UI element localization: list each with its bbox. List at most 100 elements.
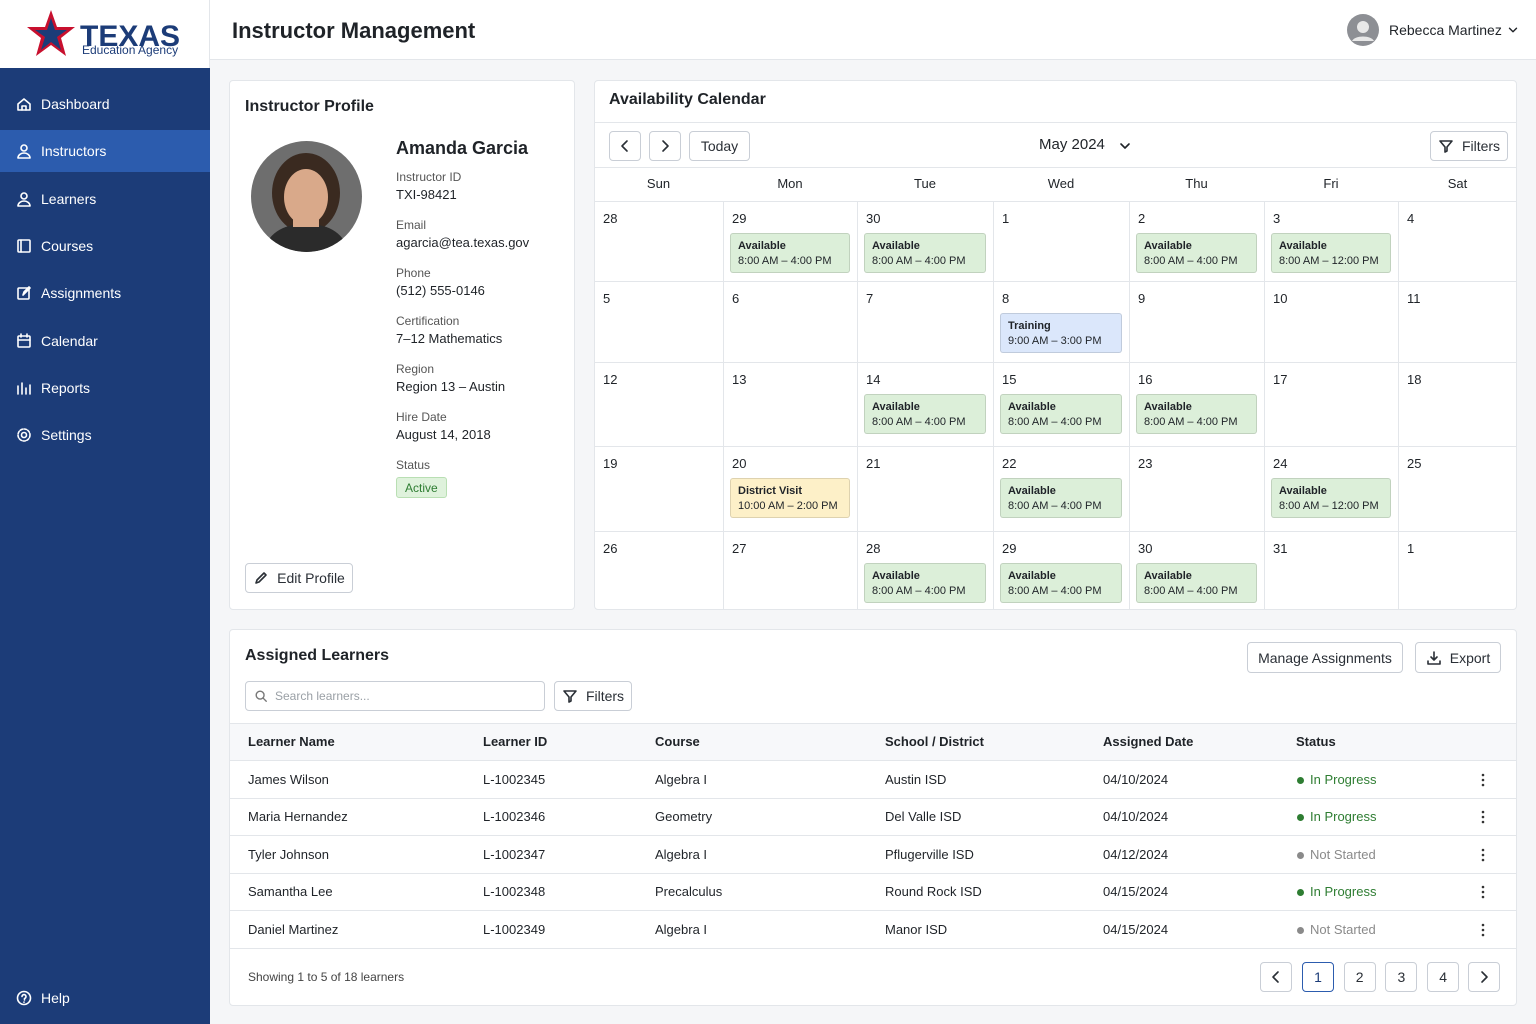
- icon-part: [1481, 778, 1485, 782]
- event-time: 8:00 AM – 4:00 PM: [1144, 585, 1238, 597]
- icon: [253, 570, 269, 586]
- next-page[interactable]: [1468, 962, 1500, 992]
- nav-item[interactable]: Courses: [41, 237, 94, 254]
- icon: [16, 238, 32, 254]
- row-menu[interactable]: [1475, 847, 1491, 868]
- nav-help[interactable]: Help: [41, 990, 70, 1006]
- icon-part: [1481, 848, 1485, 852]
- row-menu[interactable]: [1475, 809, 1491, 830]
- grid-line: [723, 201, 724, 610]
- cell: Maria Hernandez: [248, 809, 348, 825]
- day-number: 10: [1273, 291, 1288, 306]
- icon-part: [17, 428, 31, 442]
- learner-filters-label: Filters: [585, 688, 625, 704]
- event[interactable]: Training 9:00 AM – 3:00 PM: [1000, 313, 1122, 353]
- cell: 04/10/2024: [1103, 809, 1169, 825]
- icon-part: [1481, 811, 1485, 814]
- logo-sub: Education Agency: [82, 43, 179, 57]
- event-time: 8:00 AM – 4:00 PM: [872, 585, 966, 597]
- field-label: Region: [396, 362, 435, 376]
- event[interactable]: Available 8:00 AM – 4:00 PM: [1136, 394, 1257, 434]
- export-button[interactable]: Export: [1415, 642, 1501, 673]
- icon-part: [16, 990, 32, 1006]
- event[interactable]: Available 8:00 AM – 4:00 PM: [730, 233, 850, 273]
- prev-month[interactable]: [609, 131, 641, 161]
- row-menu[interactable]: [1475, 884, 1491, 905]
- cell: Manor ISD: [885, 921, 948, 937]
- month-label[interactable]: May 2024: [1039, 136, 1105, 153]
- learner-filters[interactable]: Filters: [554, 681, 632, 711]
- field-value: 7–12 Mathematics: [396, 331, 503, 346]
- event[interactable]: Available 8:00 AM – 12:00 PM: [1271, 233, 1391, 273]
- column-header: School / District: [885, 734, 984, 749]
- event[interactable]: Available 8:00 AM – 12:00 PM: [1271, 478, 1391, 518]
- nav-item[interactable]: Instructors: [41, 143, 107, 160]
- page-button[interactable]: 4: [1427, 962, 1460, 992]
- edit-profile-button-label: Edit Profile: [277, 570, 345, 586]
- page-button[interactable]: 1: [1302, 962, 1334, 992]
- cell: Geometry: [655, 809, 713, 825]
- next-month[interactable]: [649, 131, 681, 161]
- search-placeholder: Search learners...: [275, 689, 370, 703]
- profile-photo: [251, 141, 362, 257]
- column-header: Course: [655, 734, 700, 749]
- page-button[interactable]: 3: [1385, 962, 1418, 992]
- icon: [16, 427, 32, 443]
- icon-part: [1357, 21, 1369, 33]
- icon-part: [22, 286, 31, 296]
- event[interactable]: Available 8:00 AM – 4:00 PM: [1000, 563, 1122, 603]
- event[interactable]: Available 8:00 AM – 4:00 PM: [864, 394, 986, 434]
- nav-item[interactable]: Reports: [41, 379, 91, 396]
- nav-item[interactable]: Calendar: [41, 332, 98, 349]
- search-box[interactable]: Search learners...: [245, 681, 545, 711]
- weekday: Thu: [1185, 176, 1208, 191]
- page-button[interactable]: 2: [1343, 962, 1376, 992]
- icon-part: [563, 690, 577, 703]
- cell: Austin ISD: [885, 772, 947, 787]
- page-button-label: 3: [1397, 969, 1406, 985]
- row-menu[interactable]: [1475, 922, 1491, 943]
- icon-part: [1481, 811, 1485, 824]
- cell: L-1002346: [483, 809, 546, 825]
- user-name[interactable]: Rebecca Martinez: [1389, 22, 1502, 38]
- icon: [16, 285, 32, 301]
- row-menu[interactable]: [1475, 772, 1491, 793]
- event[interactable]: Available 8:00 AM – 4:00 PM: [864, 233, 986, 273]
- calendar-filters[interactable]: Filters: [1430, 131, 1508, 161]
- event[interactable]: Available 8:00 AM – 4:00 PM: [1000, 478, 1122, 518]
- nav-item[interactable]: Dashboard: [41, 96, 110, 112]
- edit-profile-button[interactable]: Edit Profile: [245, 563, 353, 593]
- profile-title: Instructor Profile: [245, 98, 374, 115]
- cell: Tyler Johnson: [248, 846, 329, 862]
- icon-part: [17, 152, 31, 160]
- prev-page[interactable]: [1260, 962, 1292, 992]
- cell: Pflugerville ISD: [885, 846, 974, 862]
- event[interactable]: Available 8:00 AM – 4:00 PM: [1136, 563, 1257, 603]
- status-label: Status: [396, 458, 431, 472]
- nav-item[interactable]: Learners: [41, 190, 97, 207]
- event[interactable]: District Visit 10:00 AM – 2:00 PM: [730, 478, 850, 518]
- event[interactable]: Available 8:00 AM – 4:00 PM: [864, 563, 986, 603]
- day-number: 8: [1002, 291, 1010, 306]
- status-dot: [1297, 814, 1304, 822]
- day-number: 25: [1407, 456, 1422, 471]
- weekday: Wed: [1047, 176, 1075, 191]
- event[interactable]: Available 8:00 AM – 4:00 PM: [1000, 394, 1122, 434]
- status-dot: [1297, 889, 1304, 897]
- manage-assignments[interactable]: Manage Assignments: [1247, 642, 1403, 673]
- event-label: Available: [872, 401, 920, 413]
- status-badge: Active: [396, 477, 447, 498]
- icon-part: [17, 239, 31, 253]
- day-number: 26: [603, 541, 618, 556]
- event[interactable]: Available 8:00 AM – 4:00 PM: [1136, 233, 1257, 273]
- status-text: In Progress: [1310, 809, 1377, 825]
- icon-part: [17, 428, 31, 442]
- today-button[interactable]: Today: [689, 131, 750, 161]
- nav-item[interactable]: Assignments: [41, 285, 122, 302]
- cell: L-1002348: [483, 884, 546, 900]
- nav-item[interactable]: Settings: [41, 427, 92, 444]
- profile-card: [229, 80, 575, 610]
- icon: [16, 96, 32, 112]
- status-text: In Progress: [1310, 884, 1377, 900]
- event-label: Available: [1279, 485, 1327, 497]
